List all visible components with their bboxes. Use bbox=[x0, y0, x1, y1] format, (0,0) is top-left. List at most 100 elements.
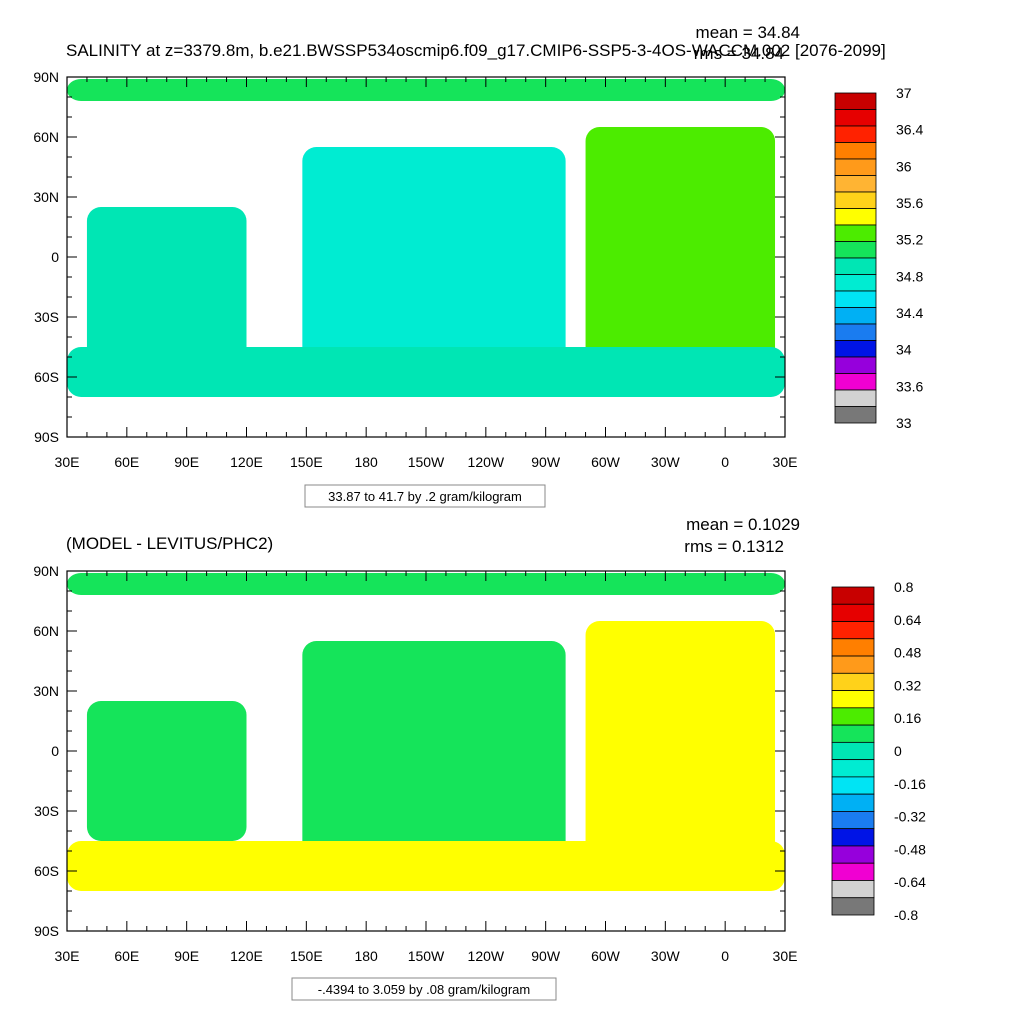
y-tick-label: 0 bbox=[51, 743, 59, 759]
colorbar-swatch bbox=[831, 741, 875, 761]
y-tick-label: 90N bbox=[33, 563, 59, 579]
mean-label: mean = 34.84 bbox=[696, 23, 800, 42]
x-tick-label: 120E bbox=[230, 454, 263, 470]
colorbar-swatch bbox=[831, 586, 875, 605]
x-tick-label: 90E bbox=[174, 454, 199, 470]
ocean-region-pacific bbox=[302, 147, 566, 393]
colorbar-label: 37 bbox=[896, 85, 912, 101]
colorbar-label: 35.2 bbox=[896, 232, 923, 248]
colorbar-swatch bbox=[831, 897, 875, 916]
ocean-region-southern bbox=[67, 841, 785, 891]
colorbar-swatch bbox=[831, 811, 875, 830]
colorbar-swatch bbox=[834, 323, 877, 341]
colorbar-swatch bbox=[834, 109, 877, 127]
colorbar-swatch bbox=[831, 862, 875, 881]
rms-label: rms = 0.1312 bbox=[684, 537, 784, 556]
y-tick-label: 60N bbox=[33, 129, 59, 145]
y-tick-label: 90N bbox=[33, 69, 59, 85]
ocean-region-indian bbox=[86, 701, 247, 841]
colorbar-swatch bbox=[834, 340, 877, 358]
colorbar-label: 34.4 bbox=[896, 305, 923, 321]
y-tick-label: 60N bbox=[33, 623, 59, 639]
x-tick-label: 30W bbox=[651, 454, 681, 470]
colorbar-swatch bbox=[834, 406, 877, 424]
colorbar-swatch bbox=[834, 241, 877, 259]
colorbar-label: 0.8 bbox=[894, 579, 914, 595]
axis-ticks bbox=[66, 570, 786, 932]
x-tick-label: 150W bbox=[408, 454, 445, 470]
ocean-region-atlantic bbox=[585, 127, 776, 393]
x-tick-label: 120W bbox=[468, 948, 505, 964]
x-axis-labels: 30E 60E 90E 120E 150E 180 150W 120W 90W 60W 30W 0 30… bbox=[55, 948, 798, 964]
colorbar-label: -0.8 bbox=[894, 907, 918, 923]
colorbar-swatch bbox=[834, 373, 877, 391]
colorbar-label: 0 bbox=[894, 743, 902, 759]
x-tick-label: 180 bbox=[354, 948, 378, 964]
y-tick-label: 30N bbox=[33, 189, 59, 205]
contour-info-box bbox=[304, 484, 546, 508]
ocean-region-southern bbox=[67, 347, 785, 397]
colorbar-swatch bbox=[834, 257, 877, 275]
x-tick-label: 60E bbox=[114, 454, 139, 470]
colorbar-swatch bbox=[831, 638, 875, 657]
colorbar-label: 36.4 bbox=[896, 122, 923, 138]
x-tick-label: 150E bbox=[290, 948, 323, 964]
colorbar: 37 36.4 36 35.6 35.2 34.8 34.4 34 33.6 33 bbox=[834, 85, 923, 431]
x-axis-labels: 30E 60E 90E 120E 150E 180 150W 120W 90W 60W 30W 0 30… bbox=[55, 454, 798, 470]
salinity-panel: SALINITY at z=3379.8m, b.e21.BWSSP534osc… bbox=[33, 23, 923, 508]
colorbar-label: 33 bbox=[896, 415, 912, 431]
colorbar-label: -0.16 bbox=[894, 776, 926, 792]
y-tick-label: 60S bbox=[34, 863, 59, 879]
colorbar-label: 34.8 bbox=[896, 268, 923, 284]
y-tick-label: 30N bbox=[33, 683, 59, 699]
colorbar-swatch bbox=[831, 621, 875, 640]
x-tick-label: 150E bbox=[290, 454, 323, 470]
colorbar-swatch bbox=[831, 707, 875, 726]
colorbar-swatch bbox=[834, 142, 877, 160]
colorbar-label: 0.16 bbox=[894, 710, 921, 726]
colorbar-swatch bbox=[834, 274, 877, 292]
colorbar-swatch bbox=[834, 92, 877, 110]
x-tick-label: 30E bbox=[55, 948, 80, 964]
colorbar-swatch bbox=[834, 208, 877, 226]
y-tick-label: 30S bbox=[34, 309, 59, 325]
x-tick-label: 30E bbox=[55, 454, 80, 470]
colorbar-swatch bbox=[834, 224, 877, 242]
colorbar-swatch bbox=[831, 655, 875, 674]
y-tick-label: 0 bbox=[51, 249, 59, 265]
colorbar-swatch bbox=[831, 603, 875, 622]
chart-title: SALINITY at z=3379.8m, b.e21.BWSSP534osc… bbox=[66, 41, 886, 60]
x-tick-label: 30E bbox=[773, 948, 798, 964]
ocean-region-pacific bbox=[302, 641, 566, 861]
contour-info: 33.87 to 41.7 by .2 gram/kilogram bbox=[328, 489, 522, 504]
x-tick-label: 90W bbox=[531, 454, 561, 470]
contour-info-box bbox=[291, 977, 557, 1001]
chart-title: (MODEL - LEVITUS/PHC2) bbox=[66, 534, 273, 553]
x-tick-label: 120W bbox=[468, 454, 505, 470]
colorbar-label: -0.48 bbox=[894, 841, 926, 857]
x-tick-label: 30E bbox=[773, 454, 798, 470]
colorbar-label: 33.6 bbox=[896, 378, 923, 394]
colorbar-swatch bbox=[831, 880, 875, 899]
x-tick-label: 60E bbox=[114, 948, 139, 964]
x-tick-label: 60W bbox=[591, 948, 621, 964]
colorbar-swatch bbox=[831, 690, 875, 709]
ocean-region-atlantic bbox=[585, 621, 776, 887]
colorbar-label: 35.6 bbox=[896, 195, 923, 211]
contour-info: -.4394 to 3.059 by .08 gram/kilogram bbox=[318, 982, 530, 997]
y-tick-label: 90S bbox=[34, 429, 59, 445]
colorbar-swatch bbox=[831, 672, 875, 691]
colorbar-label: 0.48 bbox=[894, 645, 921, 661]
x-tick-label: 90W bbox=[531, 948, 561, 964]
colorbar-swatch bbox=[834, 125, 877, 143]
x-tick-label: 0 bbox=[721, 948, 729, 964]
colorbar-swatch bbox=[834, 158, 877, 176]
y-tick-label: 90S bbox=[34, 923, 59, 939]
x-tick-label: 90E bbox=[174, 948, 199, 964]
colorbar: 0.8 0.64 0.48 0.32 0.16 0 -0.16 -0.32 -0.48 -0.64… bbox=[831, 579, 926, 923]
colorbar-label: 36 bbox=[896, 158, 912, 174]
colorbar-swatch bbox=[834, 191, 877, 209]
colorbar-swatch bbox=[831, 793, 875, 812]
x-tick-label: 0 bbox=[721, 454, 729, 470]
colorbar-label: -0.64 bbox=[894, 874, 926, 890]
